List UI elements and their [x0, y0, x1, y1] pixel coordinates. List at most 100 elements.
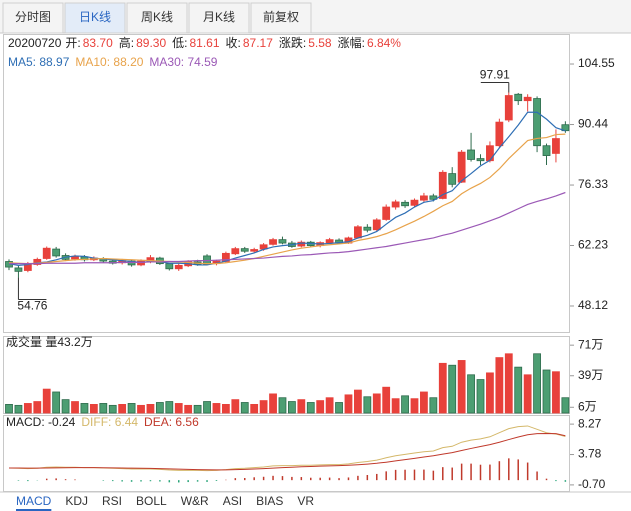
volume-bar — [363, 396, 372, 414]
candle-body — [14, 267, 23, 272]
info-text: 低: — [172, 36, 187, 50]
volume-bar — [203, 401, 211, 414]
tab-label[interactable]: 月K线 — [203, 10, 235, 24]
candle-body — [382, 206, 391, 220]
volume-bar — [287, 401, 296, 414]
info-text: 5.58 — [308, 36, 332, 50]
volume-bar — [382, 386, 391, 414]
info-text: MACD: -0.24 — [6, 415, 76, 429]
tab[interactable] — [250, 2, 312, 34]
volume-bar — [52, 391, 61, 414]
candle-body — [467, 149, 475, 160]
candle-body — [448, 173, 457, 185]
volume-bar — [269, 393, 277, 414]
candle-body — [504, 95, 513, 121]
indicator-tab[interactable]: MACD — [16, 494, 52, 508]
candle-body — [363, 226, 372, 231]
tab-label[interactable]: 周K线 — [141, 10, 173, 24]
volume-bar — [61, 399, 70, 414]
volume-bar — [391, 398, 400, 414]
info-text: 20200720 — [8, 36, 62, 50]
volume-bar — [429, 397, 438, 414]
volume-bar — [278, 397, 287, 414]
volume-bar — [467, 374, 475, 414]
candle-body — [533, 98, 541, 147]
info-text: 涨跌: — [279, 35, 306, 50]
volume-bar — [231, 399, 240, 414]
candle-body — [486, 145, 494, 162]
y-tick-label: 3.78 — [578, 447, 602, 461]
candle-body — [52, 248, 61, 257]
indicator-tab[interactable]: W&R — [181, 494, 209, 508]
volume-bar — [259, 400, 268, 414]
y-tick-label: 62.23 — [578, 238, 608, 252]
volume-bar — [99, 403, 108, 414]
info-text: 收: — [226, 36, 241, 50]
volume-bar — [5, 404, 13, 414]
info-text: 81.61 — [189, 36, 219, 50]
y-tick-label: 6万 — [578, 399, 597, 413]
indicator-tab[interactable]: BIAS — [256, 494, 283, 508]
volume-bar — [514, 366, 523, 414]
tab[interactable] — [188, 2, 250, 34]
volume-bar — [193, 404, 202, 414]
indicator-tab[interactable]: BOLL — [136, 494, 167, 508]
volume-bar — [401, 395, 409, 414]
tab-label[interactable]: 日K线 — [79, 10, 111, 24]
volume-bar — [476, 379, 485, 414]
volume-bar — [438, 362, 447, 414]
candle-body — [372, 219, 381, 231]
tab[interactable] — [64, 2, 126, 34]
tab[interactable] — [126, 2, 188, 34]
candle-body — [391, 201, 400, 208]
volume-bar — [240, 402, 249, 414]
candle-body — [542, 145, 551, 156]
volume-bar — [495, 357, 504, 414]
volume-bar — [33, 401, 42, 414]
volume-bar — [486, 372, 494, 414]
volume-bar — [23, 403, 32, 414]
volume-bar — [306, 402, 315, 414]
volume-bar — [325, 397, 334, 414]
candle-body — [137, 260, 145, 266]
candle-body — [514, 93, 523, 102]
candle-body — [476, 158, 485, 162]
volume-bar — [174, 403, 183, 414]
info-text: MA30: 74.59 — [149, 55, 217, 69]
indicator-tab[interactable]: VR — [297, 494, 314, 508]
indicator-tab[interactable]: ASI — [223, 494, 242, 508]
volume-bar — [561, 397, 570, 414]
tab-label[interactable]: 分时图 — [15, 10, 51, 24]
tab-label[interactable]: 前复权 — [263, 9, 299, 24]
volume-bar — [127, 403, 136, 414]
candle-body — [325, 239, 334, 244]
y-tick-label: 48.12 — [578, 298, 608, 312]
y-tick-label: 76.33 — [578, 177, 608, 191]
info-text: 89.30 — [136, 36, 166, 50]
indicator-tab[interactable]: RSI — [102, 494, 122, 508]
indicator-tab[interactable]: KDJ — [65, 494, 88, 508]
candle-body — [240, 248, 249, 252]
info-text: 高: — [119, 35, 134, 50]
info-text: 83.70 — [83, 36, 113, 50]
volume-bar — [420, 391, 428, 414]
volume-bar — [344, 394, 353, 414]
tab[interactable] — [2, 2, 64, 34]
volume-panel — [3, 336, 570, 414]
volume-bar — [155, 402, 164, 414]
volume-bar — [89, 404, 98, 414]
candle-body — [429, 195, 438, 200]
info-text: 涨幅: — [338, 35, 365, 50]
y-tick-label: -0.70 — [578, 477, 606, 491]
volume-bar — [533, 353, 541, 414]
candle-body — [401, 201, 409, 207]
candle-body — [231, 248, 240, 255]
volume-bar — [354, 389, 362, 414]
candle-body — [438, 171, 447, 199]
volume-bar — [118, 404, 127, 414]
candle-body — [495, 121, 504, 147]
info-text: 6.84% — [367, 36, 401, 50]
panel-title: 成交量 量43.2万 — [6, 334, 93, 349]
